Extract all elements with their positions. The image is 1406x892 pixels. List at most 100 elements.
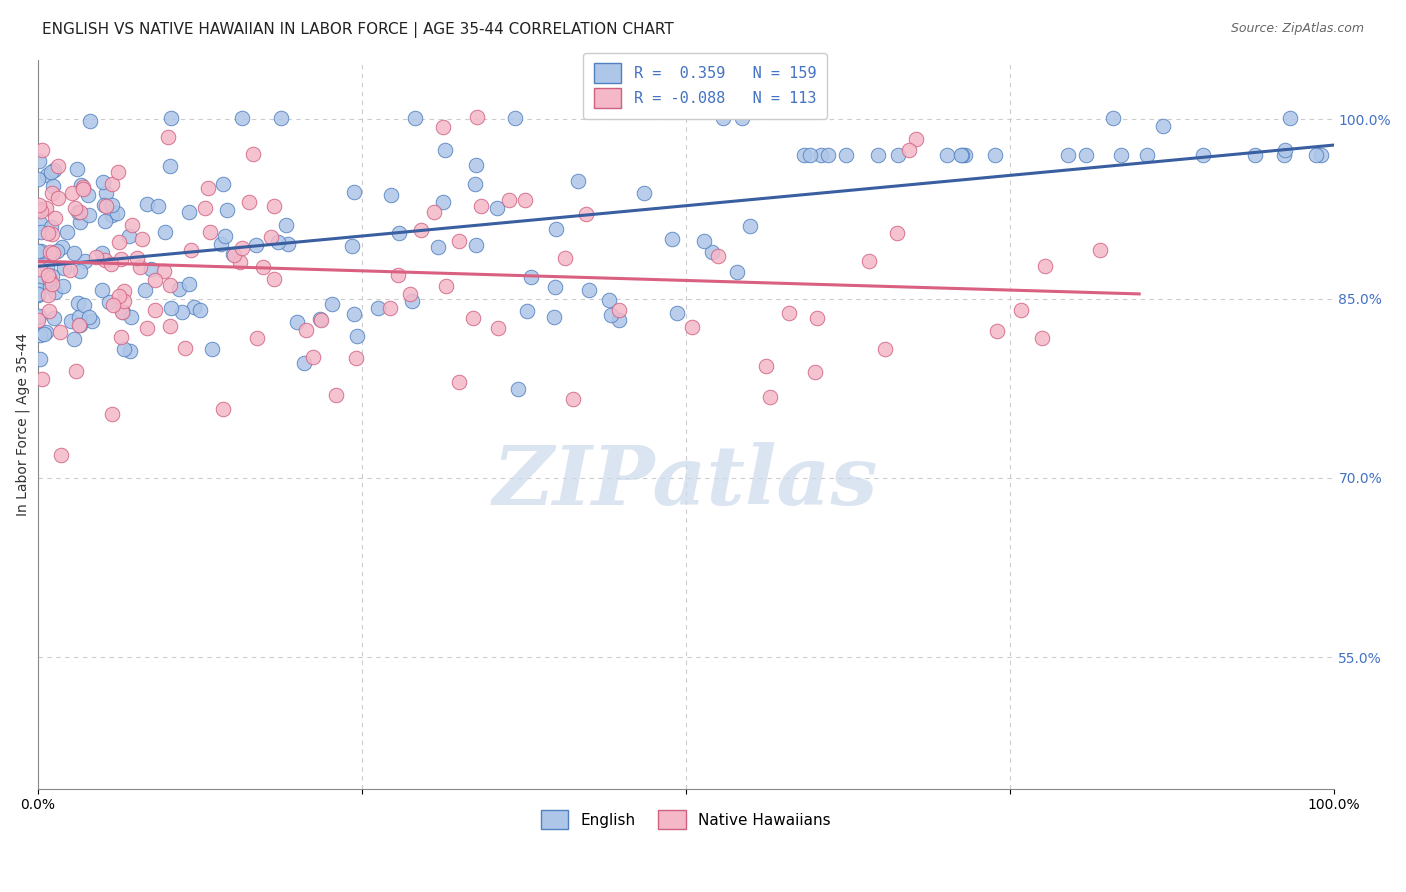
Point	[1074, 148, 1097, 162]
Point	[72, 180, 94, 194]
Point	[321, 297, 343, 311]
Point	[112, 294, 135, 309]
Point	[73, 298, 96, 312]
Point	[897, 143, 920, 157]
Point	[793, 148, 815, 162]
Point	[27, 171, 49, 186]
Point	[953, 148, 976, 162]
Point	[309, 312, 332, 326]
Point	[108, 289, 131, 303]
Point	[544, 279, 567, 293]
Point	[1090, 243, 1112, 257]
Point	[125, 252, 148, 266]
Point	[242, 147, 264, 161]
Point	[101, 298, 124, 312]
Point	[79, 113, 101, 128]
Point	[69, 215, 91, 229]
Point	[159, 318, 181, 333]
Point	[806, 310, 828, 325]
Point	[343, 185, 366, 199]
Point	[217, 202, 239, 217]
Point	[267, 235, 290, 249]
Point	[110, 329, 132, 343]
Point	[44, 285, 66, 300]
Point	[170, 305, 193, 319]
Point	[27, 287, 49, 301]
Point	[60, 314, 83, 328]
Point	[37, 288, 59, 302]
Point	[378, 301, 401, 315]
Point	[1111, 148, 1133, 162]
Point	[143, 302, 166, 317]
Point	[1101, 111, 1123, 125]
Point	[380, 188, 402, 202]
Point	[263, 199, 285, 213]
Point	[858, 253, 880, 268]
Point	[198, 225, 221, 239]
Point	[143, 273, 166, 287]
Point	[30, 352, 52, 367]
Point	[905, 131, 928, 145]
Point	[129, 260, 152, 275]
Point	[1010, 302, 1032, 317]
Point	[39, 219, 62, 234]
Point	[886, 226, 908, 240]
Point	[27, 246, 49, 260]
Point	[94, 199, 117, 213]
Point	[82, 314, 104, 328]
Point	[157, 130, 180, 145]
Point	[692, 234, 714, 248]
Point	[148, 199, 170, 213]
Point	[434, 279, 457, 293]
Point	[740, 219, 762, 234]
Point	[69, 204, 91, 219]
Point	[27, 310, 49, 324]
Point	[91, 176, 114, 190]
Point	[28, 261, 51, 276]
Point	[1243, 148, 1265, 162]
Point	[67, 310, 90, 324]
Point	[731, 111, 754, 125]
Point	[209, 237, 232, 252]
Point	[498, 194, 520, 208]
Point	[28, 284, 51, 298]
Point	[465, 237, 488, 252]
Point	[30, 204, 52, 219]
Point	[39, 245, 62, 260]
Point	[401, 293, 423, 308]
Point	[134, 284, 156, 298]
Point	[101, 177, 124, 191]
Point	[27, 310, 49, 324]
Point	[105, 206, 128, 220]
Point	[520, 270, 543, 285]
Point	[231, 111, 253, 125]
Point	[340, 239, 363, 253]
Point	[464, 158, 486, 172]
Point	[101, 208, 124, 222]
Point	[111, 305, 134, 319]
Point	[346, 329, 368, 343]
Point	[180, 243, 202, 257]
Point	[447, 234, 470, 248]
Point	[252, 260, 274, 274]
Point	[159, 160, 181, 174]
Point	[388, 226, 411, 240]
Point	[159, 278, 181, 293]
Point	[65, 364, 87, 378]
Point	[700, 244, 723, 259]
Point	[758, 390, 780, 404]
Point	[270, 111, 292, 125]
Point	[986, 325, 1008, 339]
Point	[755, 359, 778, 373]
Point	[42, 310, 65, 325]
Point	[46, 191, 69, 205]
Point	[56, 225, 79, 239]
Point	[285, 314, 308, 328]
Point	[120, 310, 142, 324]
Point	[936, 148, 959, 162]
Point	[887, 148, 910, 162]
Point	[1305, 148, 1327, 162]
Point	[27, 313, 49, 327]
Point	[52, 278, 75, 293]
Point	[159, 111, 181, 125]
